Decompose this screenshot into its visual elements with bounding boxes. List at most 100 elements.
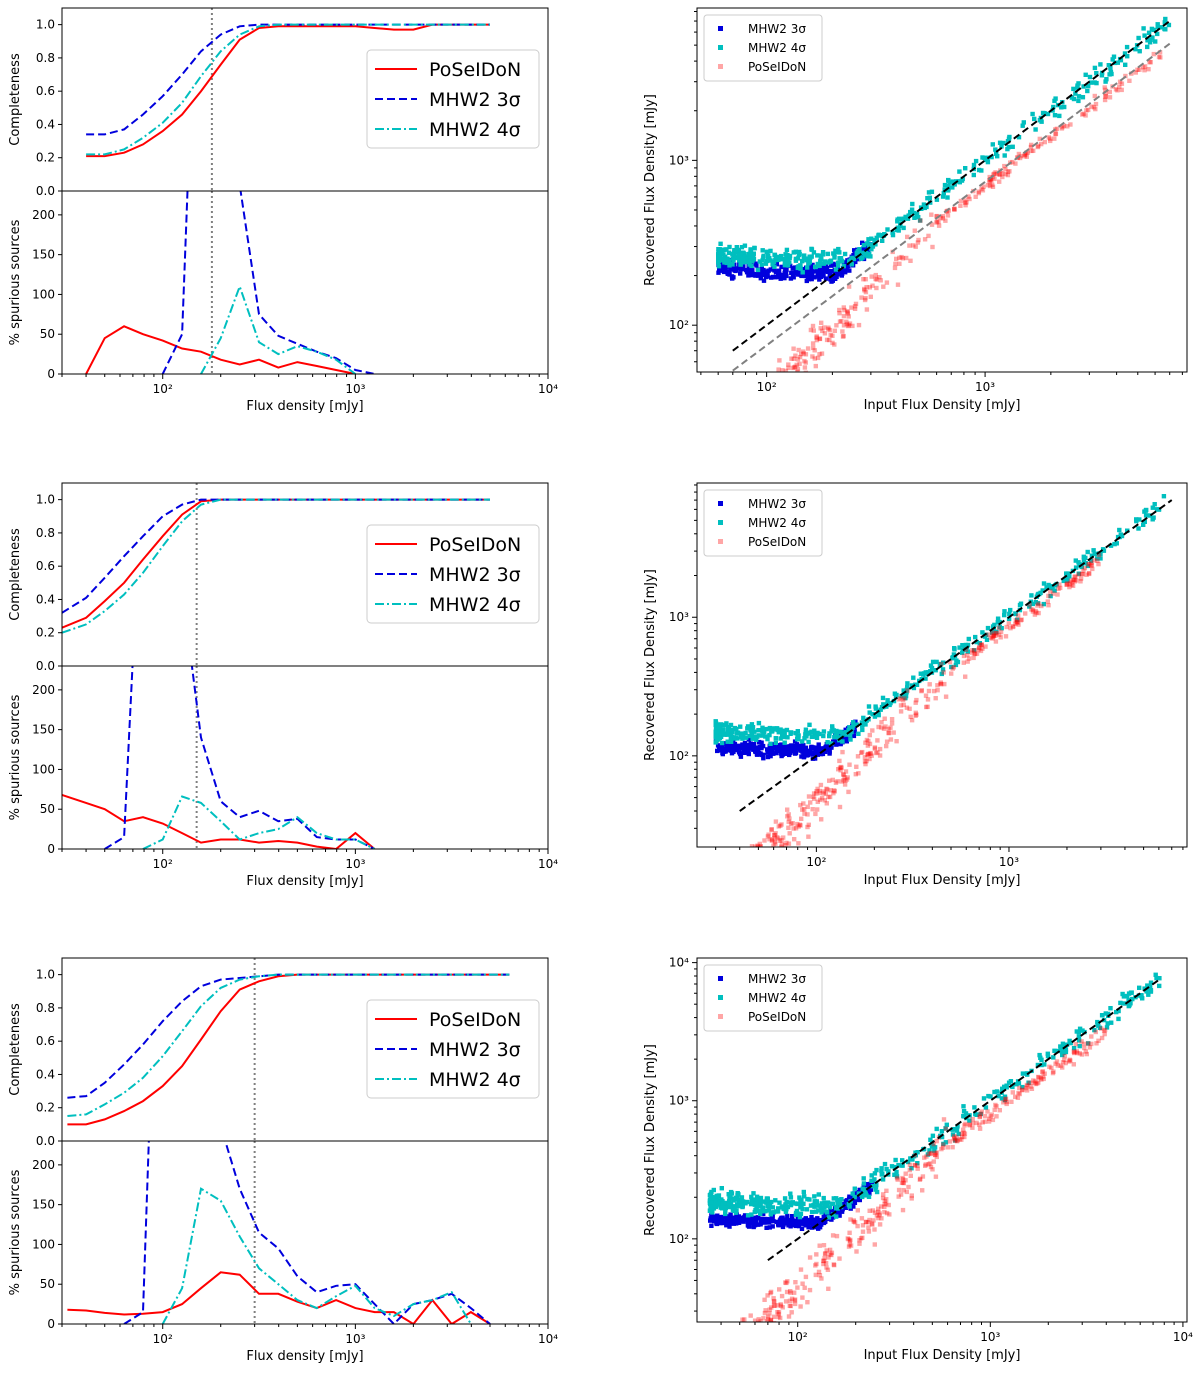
scatter-point xyxy=(1076,94,1082,99)
scatter-point xyxy=(725,1331,729,1335)
scatter-point xyxy=(745,1342,749,1346)
scatter-point xyxy=(821,789,826,794)
scatter-point xyxy=(758,844,763,847)
scatter-point xyxy=(770,1224,775,1229)
scatter-point xyxy=(894,256,899,262)
scatter-point xyxy=(862,251,867,256)
scatter-point xyxy=(1060,1060,1066,1065)
scatter-point xyxy=(764,1198,769,1203)
scatter-point xyxy=(787,379,791,383)
scatter-point xyxy=(847,732,853,738)
scatter-point xyxy=(1077,1026,1083,1031)
scatter-point xyxy=(738,875,742,879)
scatter-points xyxy=(716,16,1172,421)
scatter-point xyxy=(786,841,792,846)
scatter-point xyxy=(1084,108,1089,113)
scatter-point xyxy=(779,748,784,753)
series-line-mhw2-4- xyxy=(62,498,490,634)
scatter-point xyxy=(907,706,912,711)
scatter-point xyxy=(857,1187,862,1193)
scatter-point xyxy=(756,406,760,410)
scatter-point xyxy=(967,1123,972,1128)
scatter-point xyxy=(806,834,811,839)
scatter-point xyxy=(842,782,848,787)
scatter-point xyxy=(802,736,807,741)
scatter-point xyxy=(950,179,956,184)
scatter-point xyxy=(753,1197,758,1202)
scatter-point xyxy=(1125,993,1130,999)
scatter-point xyxy=(1093,101,1099,107)
scatter-point xyxy=(750,1198,755,1203)
scatter-point xyxy=(1091,105,1097,110)
scatter-point xyxy=(1000,171,1005,176)
scatter-point xyxy=(720,1342,724,1346)
scatter-point xyxy=(749,731,754,736)
scatter-point xyxy=(800,1295,805,1300)
scatter-point xyxy=(821,729,827,734)
scatter-point xyxy=(808,800,813,805)
scatter-point xyxy=(753,1329,757,1333)
scatter-point xyxy=(1080,571,1085,577)
scatter-point xyxy=(847,1242,852,1247)
scatter-point xyxy=(743,1357,747,1361)
scatter-point xyxy=(720,1366,724,1370)
scatter-point xyxy=(874,1167,879,1173)
y-tick-label: 150 xyxy=(32,723,55,737)
scatter-point xyxy=(866,1220,871,1225)
scatter-point xyxy=(730,730,735,735)
scatter-point xyxy=(833,248,838,253)
scatter-point xyxy=(866,752,871,757)
scatter-point xyxy=(839,779,844,784)
scatter-point xyxy=(740,1340,744,1344)
scatter-point xyxy=(832,255,837,260)
scatter-point xyxy=(854,250,860,255)
y-tick-label: 0.4 xyxy=(36,1067,55,1081)
scatter-point xyxy=(745,1336,749,1340)
scatter-point xyxy=(960,650,965,655)
scatter-point xyxy=(759,417,763,421)
scatter-point xyxy=(836,1209,842,1214)
scatter-point xyxy=(1086,107,1091,113)
scatter-point xyxy=(828,788,833,793)
scatter-point xyxy=(1089,80,1094,85)
scatter-point xyxy=(853,301,859,307)
scatter-point xyxy=(756,1335,760,1339)
scatter-point xyxy=(986,1119,992,1124)
scatter-point xyxy=(823,1219,828,1224)
scatter-point xyxy=(881,1192,886,1197)
scatter-point xyxy=(742,1213,748,1218)
scatter-point xyxy=(738,879,742,883)
scatter-point xyxy=(874,1213,880,1218)
y-tick-label: 0.4 xyxy=(36,117,55,131)
scatter-point xyxy=(799,816,804,821)
scatter-point xyxy=(946,178,951,184)
scatter-point xyxy=(834,1233,840,1239)
scatter-point xyxy=(1035,1081,1040,1086)
scatter-point xyxy=(889,1164,895,1169)
scatter-point xyxy=(800,1281,805,1286)
scatter-point xyxy=(961,1130,966,1135)
scatter-point xyxy=(758,1195,764,1201)
series-line-poseidon xyxy=(67,1271,491,1324)
scatter-point xyxy=(742,1332,746,1336)
scatter-point xyxy=(793,749,798,754)
scatter-point xyxy=(1076,572,1081,577)
scatter-point xyxy=(929,189,935,194)
scatter-point xyxy=(1016,622,1021,627)
scatter-point xyxy=(788,821,794,826)
scatter-point xyxy=(876,1206,881,1211)
scatter-point xyxy=(756,401,760,405)
scatter-point xyxy=(831,788,837,793)
scatter-point xyxy=(796,347,801,353)
scatter-point xyxy=(886,726,891,732)
scatter-point xyxy=(761,1316,766,1321)
scatter-point xyxy=(934,1150,940,1155)
scatter-point xyxy=(856,731,861,736)
scatter-point xyxy=(778,823,783,828)
scatter-point xyxy=(922,205,927,211)
scatter-point xyxy=(757,854,761,858)
scatter-point xyxy=(853,259,858,265)
scatter-point xyxy=(737,1346,741,1350)
scatter-point xyxy=(800,807,805,812)
scatter-point xyxy=(993,147,998,152)
